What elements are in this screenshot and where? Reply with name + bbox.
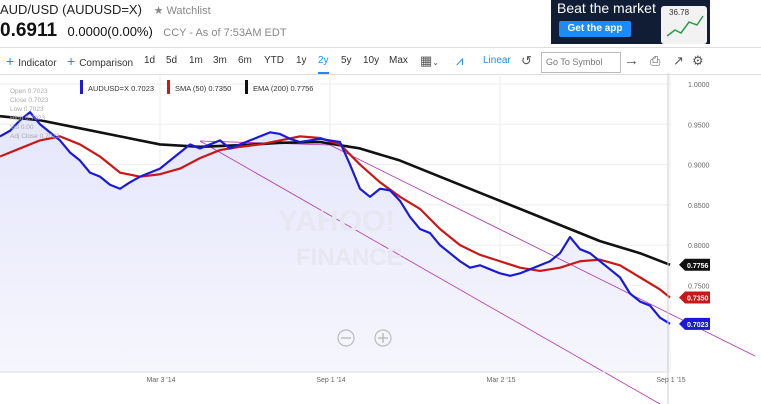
range-5d[interactable]: 5d [166, 55, 178, 66]
y-tick-label: 0.9000 [688, 163, 710, 170]
as-of-text: CCY - As of 7:53AM EDT [163, 27, 287, 39]
chart-type-icon[interactable]: ⩘ [456, 53, 464, 68]
comparison-button[interactable]: + Comparison [67, 48, 133, 74]
range-5y[interactable]: 5y [341, 55, 352, 66]
legend: AUDUSD=X 0.7023 SMA (50) 0.7350 EMA (200… [80, 80, 313, 94]
price-tag-label: 0.7023 [687, 322, 709, 329]
watermark-line-1: YAHOO! [278, 205, 395, 238]
settings-icon[interactable]: ⚙ [692, 53, 704, 68]
expand-icon[interactable]: ↗ [673, 53, 684, 68]
y-axis: 1.0000 0.9500 0.9000 0.8500 0.8000 0.7500 [667, 73, 710, 404]
range-ytd[interactable]: YTD [264, 55, 284, 66]
scale-linear[interactable]: Linear [483, 55, 511, 66]
ohlc-vol: Vol 0.00 [10, 124, 34, 131]
range-2y[interactable]: 2y [318, 48, 329, 74]
x-tick-label: Sep 1 '15 [656, 377, 685, 384]
price-area-fill [0, 112, 670, 372]
indicator-label: Indicator [18, 58, 57, 69]
range-1y[interactable]: 1y [296, 55, 307, 66]
print-icon[interactable]: ⎙ [650, 53, 661, 68]
indicator-button[interactable]: + Indicator [6, 48, 57, 74]
price-value: 0.6911 [0, 20, 58, 41]
plus-icon: + [6, 53, 15, 69]
price-tags: 0.7756 0.7350 0.7023 [679, 258, 710, 330]
y-tick-label: 0.9500 [688, 122, 710, 129]
go-arrow-icon[interactable]: → [624, 52, 639, 69]
price-tag [679, 317, 710, 330]
phone-icon: 36.78 [661, 6, 707, 44]
watchlist-link[interactable]: Watchlist [166, 5, 211, 17]
comparison-label: Comparison [79, 58, 134, 69]
price-line [0, 111, 671, 325]
x-tick-label: Mar 3 '14 [147, 377, 176, 384]
legend-swatch-sma [167, 80, 170, 94]
watermark-line-2: FINANCE [296, 244, 403, 271]
price-change: 0.0000(0.00%) [67, 24, 153, 39]
ohlc-open: Open 0.7023 [10, 88, 48, 95]
range-1d[interactable]: 1d [144, 55, 156, 66]
y-tick-label: 0.8500 [688, 203, 710, 210]
symbol-title: AUD/USD (AUDUSD=X) [0, 2, 142, 17]
ohlc-low: Low 0.7023 [10, 106, 44, 113]
phone-value: 36.78 [669, 8, 690, 17]
watermark: YAHOO! FINANCE [278, 205, 403, 271]
legend-ema: EMA (200) 0.7756 [253, 84, 313, 93]
legend-swatch-price [80, 80, 83, 94]
ohlc-readout: Open 0.7023 Close 0.7023 Low 0.7023 High… [10, 88, 60, 140]
ohlc-high: High 0.7023 [10, 115, 45, 122]
x-axis: Mar 3 '14 Sep 1 '14 Mar 2 '15 Sep 1 '15 [0, 371, 686, 384]
price-tag-label: 0.7350 [687, 296, 709, 303]
calendar-icon[interactable]: ▦⌄ [420, 53, 439, 68]
price-tag [679, 258, 710, 271]
reset-icon[interactable]: ↺ [521, 53, 532, 68]
ohlc-close: Close 0.7023 [10, 97, 49, 104]
price-chart[interactable]: YAHOO! FINANCE 1.0000 0.9500 0.9000 0.8500 0… [0, 73, 761, 404]
range-3m[interactable]: 3m [213, 55, 227, 66]
plus-icon: + [67, 53, 76, 69]
page-title: AUD/USD (AUDUSD=X) ★ Watchlist [0, 2, 211, 17]
legend-price: AUDUSD=X 0.7023 [88, 84, 154, 93]
symbol-search-input[interactable] [541, 52, 621, 73]
range-max[interactable]: Max [389, 55, 408, 66]
y-tick-label: 1.0000 [688, 82, 710, 89]
ohlc-adj-close: Adj Close 0.7023 [10, 133, 60, 140]
get-app-button[interactable]: Get the app [559, 21, 631, 37]
legend-swatch-ema [245, 80, 248, 94]
y-tick-label: 0.8000 [688, 243, 710, 250]
app-ad-banner[interactable]: Beat the market Get the app 36.78 [551, 0, 710, 44]
chart-toolbar: + Indicator + Comparison 1d 5d 1m 3m 6m YT… [0, 47, 761, 75]
x-tick-label: Sep 1 '14 [316, 377, 345, 384]
star-icon[interactable]: ★ [153, 5, 164, 17]
x-tick-label: Mar 2 '15 [487, 377, 516, 384]
zoom-out-button[interactable] [337, 329, 355, 347]
price-tag [679, 291, 710, 304]
range-6m[interactable]: 6m [238, 55, 252, 66]
range-10y[interactable]: 10y [363, 55, 380, 66]
ad-title: Beat the market [557, 0, 656, 16]
price-row: 0.6911 0.0000(0.00%) CCY - As of 7:53AM … [0, 20, 287, 42]
series-lines [0, 111, 671, 325]
price-tag-label: 0.7756 [687, 263, 709, 270]
legend-sma: SMA (50) 0.7350 [175, 84, 231, 93]
y-tick-label: 0.7500 [688, 283, 710, 290]
range-1m[interactable]: 1m [189, 55, 203, 66]
zoom-in-button[interactable] [374, 329, 392, 347]
